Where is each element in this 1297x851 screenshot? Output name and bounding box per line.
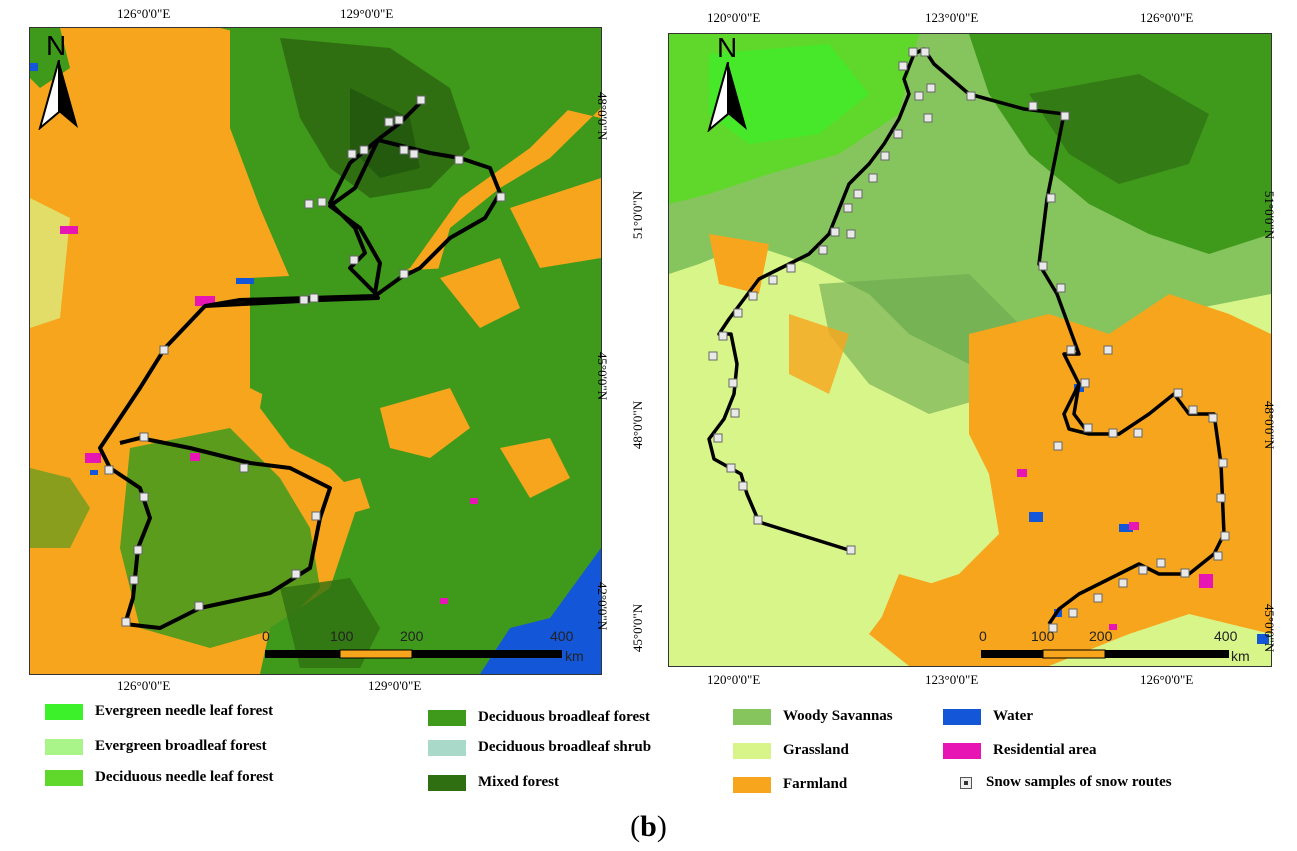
legend-swatch [733, 742, 771, 759]
legend-swatch [733, 776, 771, 793]
left-bottom-lon-126: 126°0'0"E [117, 678, 171, 693]
left-scale-tick-0: 0 [262, 628, 270, 644]
right-scale-unit: km [1231, 648, 1250, 664]
right-north-label: N [717, 33, 738, 63]
legend-label: Deciduous broadleaf forest [478, 709, 650, 725]
left-scale-tick-400: 400 [550, 628, 574, 644]
right-bottom-lon-126: 126°0'0"E [1140, 672, 1194, 687]
legend-label: Residential area [993, 742, 1097, 758]
left-north-label: N [46, 30, 67, 61]
left-scale-bar [265, 649, 562, 659]
right-left-lat-48: 48°0'0"N [630, 400, 646, 450]
legend-item-deciduous-broadleaf-shrub: Deciduous broadleaf shrub [428, 739, 651, 756]
left-top-lon-129: 129°0'0"E [340, 6, 394, 21]
legend-item-deciduous-broadleaf-forest: Deciduous broadleaf forest [428, 709, 650, 726]
legend-item-evergreen-broadleaf: Evergreen broadleaf forest [45, 738, 267, 755]
right-left-lat-51: 51°0'0"N [630, 190, 646, 240]
left-top-lon-126: 126°0'0"E [117, 6, 171, 21]
legend-label: Grassland [783, 742, 849, 758]
left-scale-tick-200: 200 [400, 628, 424, 644]
left-right-lat-42: 42°0'0"N [595, 581, 611, 631]
figure-caption: (b) [630, 810, 667, 843]
snow-sample-icon [960, 776, 972, 789]
legend-swatch [428, 774, 466, 791]
right-scale-tick-200: 200 [1089, 628, 1113, 644]
left-map: N 0 100 200 400 km [29, 27, 602, 675]
right-scale-bar [981, 649, 1229, 659]
right-scale-tick-0: 0 [979, 628, 987, 644]
legend-swatch [943, 708, 981, 725]
legend-label: Woody Savannas [783, 708, 893, 724]
legend-item-deciduous-needle: Deciduous needle leaf forest [45, 769, 273, 786]
left-bottom-lon-129: 129°0'0"E [368, 678, 422, 693]
legend-item-evergreen-needle: Evergreen needle leaf forest [45, 703, 273, 720]
right-right-lat-45: 45°0'0"N [1262, 603, 1278, 653]
right-map: N 0 100 200 400 km [668, 33, 1272, 667]
left-scale-tick-100: 100 [330, 628, 354, 644]
right-map-samples [708, 47, 1230, 633]
legend-label: Snow samples of snow routes [986, 774, 1172, 790]
legend-swatch [943, 742, 981, 759]
legend-item-grassland: Grassland [733, 742, 849, 759]
legend-swatch [733, 708, 771, 725]
left-scale-unit: km [565, 648, 584, 664]
right-bottom-lon-123: 123°0'0"E [925, 672, 979, 687]
right-map-landcover [669, 34, 1271, 666]
caption-letter: b [640, 810, 657, 843]
legend-swatch [428, 709, 466, 726]
legend-label: Water [993, 708, 1033, 724]
legend-label: Deciduous broadleaf shrub [478, 739, 652, 755]
right-bottom-lon-120: 120°0'0"E [707, 672, 761, 687]
right-top-lon-123: 123°0'0"E [925, 10, 979, 25]
legend-item-snow-samples: Snow samples of snow routes [960, 774, 1172, 791]
legend-label: Evergreen broadleaf forest [95, 738, 267, 754]
legend-swatch [428, 739, 466, 756]
legend-item-mixed-forest: Mixed forest [428, 774, 559, 791]
legend-swatch [45, 703, 83, 720]
right-left-lat-45: 45°0'0"N [630, 603, 646, 653]
legend-label: Mixed forest [478, 774, 559, 790]
right-north-arrow-icon [707, 62, 747, 132]
legend-swatch [45, 738, 83, 755]
left-map-landcover [30, 28, 601, 674]
right-top-lon-120: 120°0'0"E [707, 10, 761, 25]
left-north-arrow-icon [38, 60, 78, 130]
right-right-lat-51: 51°0'0"N [1262, 190, 1278, 240]
left-map-samples [104, 95, 506, 627]
legend-swatch [45, 769, 83, 786]
right-scale-tick-100: 100 [1031, 628, 1055, 644]
legend-label: Deciduous needle leaf forest [95, 769, 274, 785]
left-right-lat-48: 48°0'0"N [595, 91, 611, 141]
legend: Evergreen needle leaf forest Evergreen b… [0, 700, 1297, 810]
legend-item-water: Water [943, 708, 1033, 725]
right-scale-tick-400: 400 [1214, 628, 1238, 644]
legend-label: Evergreen needle leaf forest [95, 703, 274, 719]
legend-label: Farmland [783, 776, 848, 792]
legend-item-farmland: Farmland [733, 776, 847, 793]
right-top-lon-126: 126°0'0"E [1140, 10, 1194, 25]
legend-item-residential: Residential area [943, 742, 1096, 759]
left-right-lat-45: 45°0'0"N [595, 351, 611, 401]
legend-item-woody-savannas: Woody Savannas [733, 708, 893, 725]
right-right-lat-48: 48°0'0"N [1262, 400, 1278, 450]
